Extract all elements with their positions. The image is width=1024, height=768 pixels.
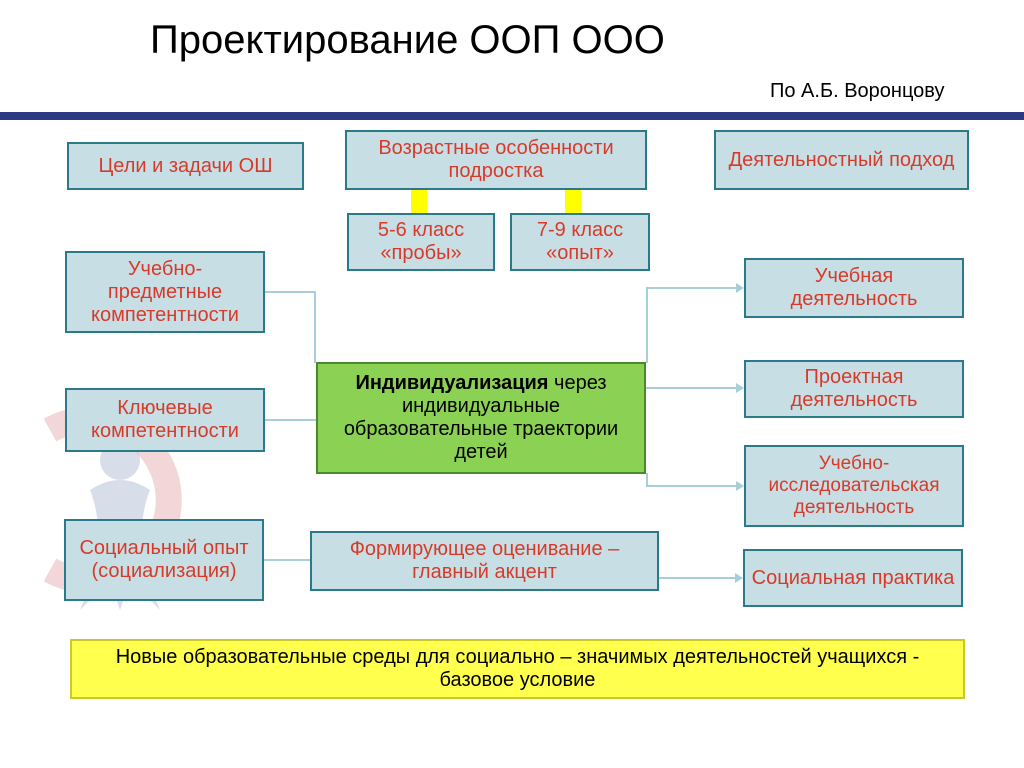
divider-bar (0, 112, 1024, 120)
slide: Проектирование ООП ООО По А.Б. Воронцову (0, 0, 1024, 768)
connector-yellow-1 (411, 190, 427, 214)
box-socpract: Социальная практика (743, 549, 963, 607)
box-footer: Новые образовательные среды для социальн… (70, 639, 965, 699)
box-indiv: Индивидуализация через индивидуальные об… (316, 362, 646, 474)
page-subtitle: По А.Б. Воронцову (770, 80, 944, 103)
box-projact: Проектная деятельность (744, 360, 964, 418)
box-class56: 5-6 класс «пробы» (347, 213, 495, 271)
page-title: Проектирование ООП ООО (150, 18, 665, 63)
connector-yellow-2 (565, 190, 581, 214)
box-learnact: Учебная деятельность (744, 258, 964, 318)
box-class79: 7-9 класс «опыт» (510, 213, 650, 271)
box-social: Социальный опыт (социализация) (64, 519, 264, 601)
box-age: Возрастные особенности подростка (345, 130, 647, 190)
box-subjcomp: Учебно-предметные компетентности (65, 251, 265, 333)
box-formassess: Формирующее оценивание – главный акцент (310, 531, 659, 591)
box-indiv-bold: Индивидуализация (355, 372, 548, 394)
box-keycomp: Ключевые компетентности (65, 388, 265, 452)
box-goals: Цели и задачи ОШ (67, 142, 304, 190)
box-activity: Деятельностный подход (714, 130, 969, 190)
box-research: Учебно-исследовательская деятельность (744, 445, 964, 527)
box-indiv-text: Индивидуализация через индивидуальные об… (324, 372, 638, 464)
